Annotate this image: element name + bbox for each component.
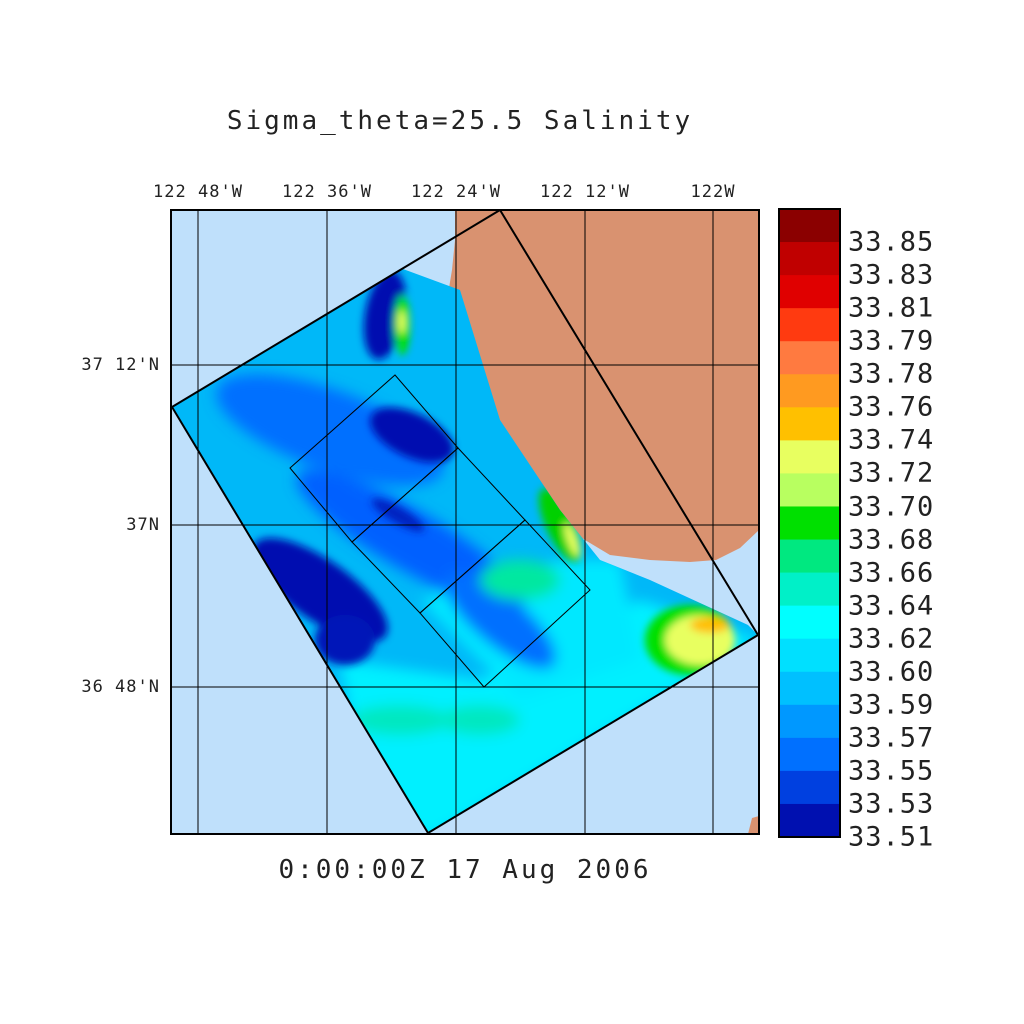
colorbar-swatch <box>779 440 840 475</box>
colorbar-swatch <box>779 572 840 607</box>
colorbar-label: 33.60 <box>848 656 935 688</box>
colorbar-swatch <box>779 275 840 309</box>
map-title: Sigma_theta=25.5 Salinity <box>226 106 694 136</box>
colorbar-label: 33.78 <box>848 358 935 390</box>
latitude-label: 37N <box>126 515 160 535</box>
colorbar-swatch <box>779 605 840 640</box>
longitude-label: 122 12'W <box>540 182 630 202</box>
colorbar-label: 33.57 <box>848 722 935 754</box>
subdomain-boxes <box>289 374 591 688</box>
colorbar <box>779 209 840 838</box>
colorbar-frame <box>778 208 841 838</box>
colorbar-swatch <box>779 242 840 276</box>
colorbar-label: 33.72 <box>848 457 935 489</box>
colorbar-label: 33.62 <box>848 623 935 655</box>
colorbar-label: 33.81 <box>848 292 935 324</box>
colorbar-swatch <box>779 539 840 574</box>
colorbar-swatch <box>779 407 840 441</box>
colorbar-label: 33.79 <box>848 325 935 357</box>
land <box>442 210 759 562</box>
colorbar-swatch <box>779 209 840 243</box>
colorbar-label: 33.76 <box>848 391 935 423</box>
colorbar-swatch <box>779 638 840 673</box>
colorbar-label: 33.70 <box>848 491 935 522</box>
colorbar-swatch <box>779 671 840 706</box>
colorbar-swatch <box>779 704 840 739</box>
map-frame <box>170 209 760 835</box>
colorbar-swatch <box>779 770 840 805</box>
colorbar-swatch <box>779 374 840 408</box>
longitude-label: 122 36'W <box>282 182 372 202</box>
longitude-label: 122 48'W <box>153 182 243 202</box>
graticule <box>171 210 759 834</box>
colorbar-label: 33.74 <box>848 424 935 456</box>
colorbar-swatch <box>779 506 840 541</box>
colorbar-label: 33.68 <box>848 524 935 555</box>
land <box>748 816 759 834</box>
colorbar-label: 33.51 <box>848 821 935 853</box>
colorbar-label: 33.55 <box>848 755 935 787</box>
colorbar-swatch <box>779 473 840 508</box>
colorbar-label: 33.53 <box>848 788 935 820</box>
latitude-label: 36 48'N <box>81 677 160 697</box>
colorbar-swatch <box>779 341 840 375</box>
colorbar-swatch <box>779 737 840 772</box>
colorbar-label: 33.85 <box>848 226 935 258</box>
colorbar-label: 33.59 <box>848 689 935 721</box>
latitude-label: 37 12'N <box>81 355 160 375</box>
longitude-label: 122W <box>690 182 736 202</box>
colorbar-label: 33.66 <box>848 557 935 589</box>
timestamp: 0:00:00Z 17 Aug 2006 <box>278 855 652 885</box>
colorbar-swatch <box>779 803 840 838</box>
colorbar-label: 33.64 <box>848 590 935 622</box>
colorbar-label: 33.83 <box>848 259 935 291</box>
colorbar-swatch <box>779 308 840 342</box>
longitude-label: 122 24'W <box>411 182 501 202</box>
